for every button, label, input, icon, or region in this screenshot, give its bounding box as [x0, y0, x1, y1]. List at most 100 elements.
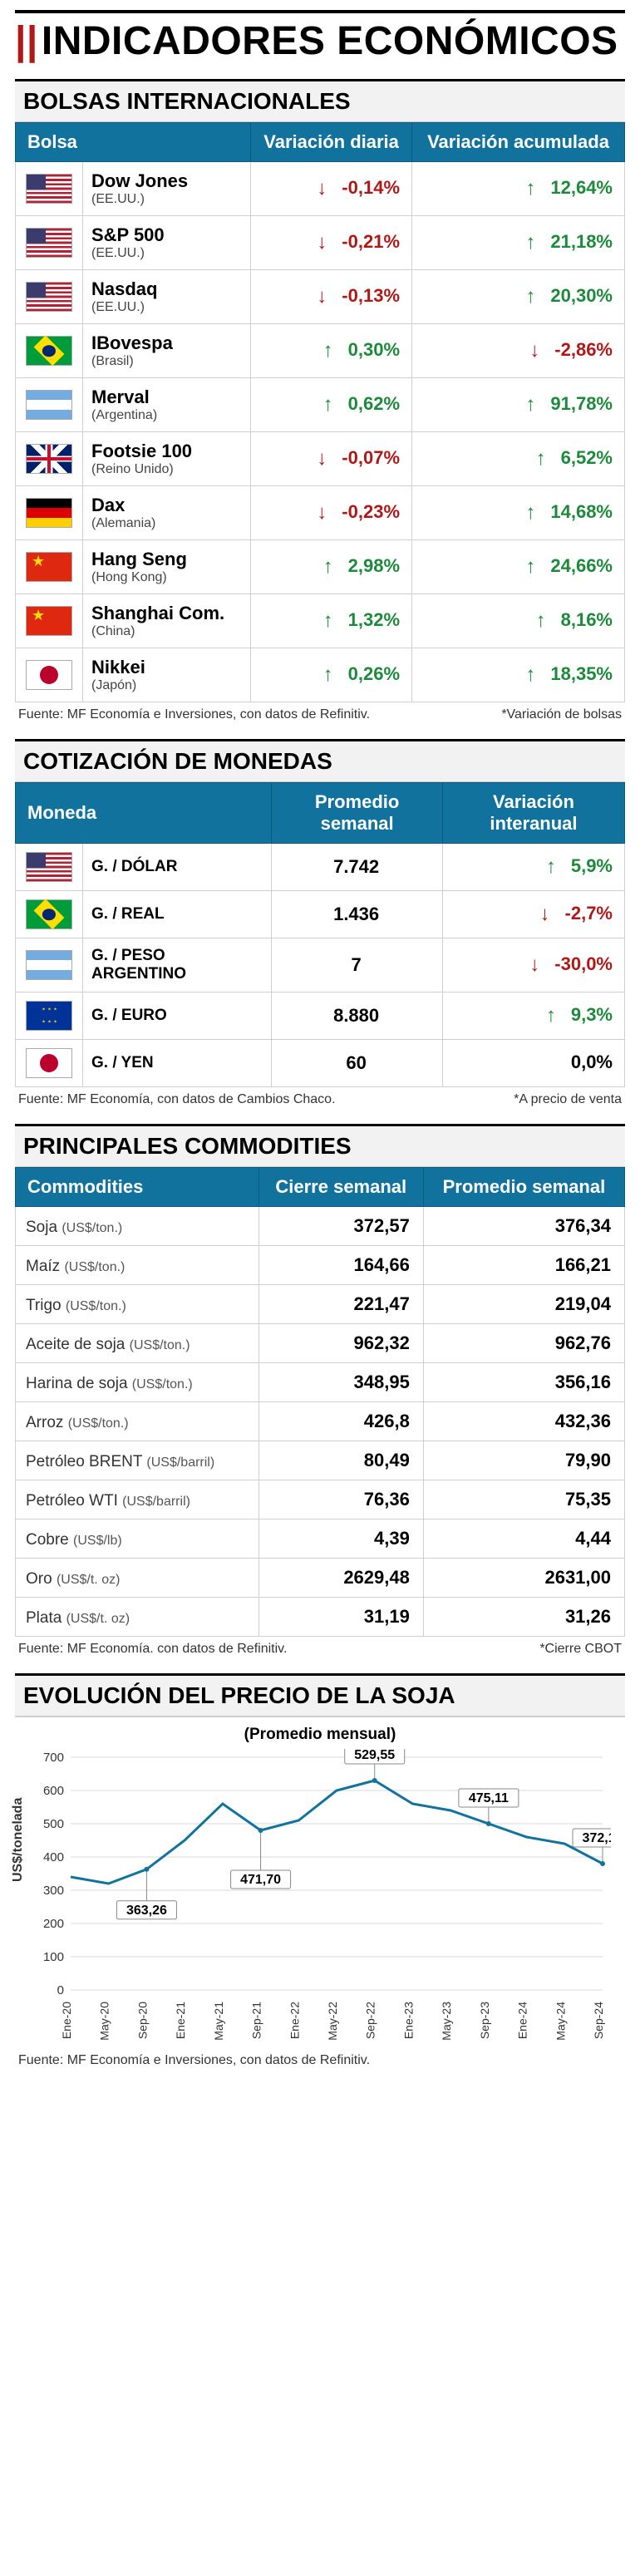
table-row: Petróleo BRENT (US$/barril)80,4979,90	[16, 1441, 625, 1480]
flag-icon	[26, 282, 72, 312]
commodity-name: Aceite de soja (US$/ton.)	[16, 1324, 259, 1363]
commodities-source: Fuente: MF Economía. con datos de Refini…	[18, 1642, 287, 1657]
flag-icon	[26, 1001, 72, 1031]
bolsas-col-bolsa: Bolsa	[16, 123, 251, 162]
comm-col-2: Promedio semanal	[423, 1168, 624, 1207]
commodity-close: 962,32	[258, 1324, 423, 1363]
commodity-name: Harina de soja (US$/ton.)	[16, 1363, 259, 1402]
svg-text:Sep-21: Sep-21	[250, 2002, 263, 2039]
index-name: Merval	[91, 387, 240, 408]
commodity-name: Oro (US$/t. oz)	[16, 1559, 259, 1598]
index-name: Dow Jones	[91, 170, 240, 192]
commodity-close: 372,57	[258, 1207, 423, 1246]
table-row: Trigo (US$/ton.)221,47219,04	[16, 1285, 625, 1324]
daily-value: ↓-0,23%	[251, 486, 412, 540]
flag-cell	[16, 594, 83, 648]
index-name: Dax	[91, 495, 240, 516]
index-sub: (Japón)	[91, 678, 240, 693]
currency-avg: 1.436	[272, 891, 443, 938]
currency-name: G. / PESO ARGENTINO	[83, 938, 272, 992]
index-name: Nasdaq	[91, 278, 240, 300]
bolsas-table: Bolsa Variación diaria Variación acumula…	[15, 122, 625, 702]
flag-icon	[26, 852, 72, 882]
index-sub: (EE.UU.)	[91, 300, 240, 315]
currency-name: G. / REAL	[83, 891, 272, 938]
commodity-close: 31,19	[258, 1598, 423, 1637]
svg-text:Ene-24: Ene-24	[516, 2002, 529, 2039]
acc-value: ↑18,35%	[412, 648, 625, 702]
index-name: Footsie 100	[91, 441, 240, 462]
index-sub: (EE.UU.)	[91, 192, 240, 207]
commodities-table: Commodities Cierre semanal Promedio sema…	[15, 1167, 625, 1637]
svg-text:Sep-23: Sep-23	[478, 2002, 491, 2039]
acc-value: ↑8,16%	[412, 594, 625, 648]
flag-icon	[26, 606, 72, 636]
table-row: G. / PESO ARGENTINO7↓-30,0%	[16, 938, 625, 992]
chart-ylabel: US$/tonelada	[11, 1798, 26, 1882]
acc-value: ↑12,64%	[412, 162, 625, 216]
commodity-name: Soja (US$/ton.)	[16, 1207, 259, 1246]
commodity-close: 76,36	[258, 1480, 423, 1519]
table-row: G. / DÓLAR7.742↑5,9%	[16, 844, 625, 891]
table-row: G. / EURO8.880↑9,3%	[16, 992, 625, 1040]
flag-cell	[16, 844, 83, 891]
commodity-close: 221,47	[258, 1285, 423, 1324]
svg-text:Ene-21: Ene-21	[174, 2002, 187, 2039]
currency-avg: 7	[272, 938, 443, 992]
index-name: IBovespa	[91, 332, 240, 354]
index-name: Nikkei	[91, 657, 240, 678]
table-row: Nasdaq(EE.UU.)↓-0,13%↑20,30%	[16, 270, 625, 324]
index-name: Shanghai Com.	[91, 603, 240, 624]
table-row: G. / REAL1.436↓-2,7%	[16, 891, 625, 938]
currency-avg: 8.880	[272, 992, 443, 1040]
svg-text:Ene-23: Ene-23	[401, 2002, 415, 2039]
commodity-avg: 166,21	[423, 1246, 624, 1285]
svg-text:400: 400	[43, 1850, 64, 1864]
daily-value: ↓-0,14%	[251, 162, 412, 216]
comm-col-1: Cierre semanal	[258, 1168, 423, 1207]
currency-var: 0,0%	[442, 1040, 624, 1087]
commodity-close: 164,66	[258, 1246, 423, 1285]
svg-text:200: 200	[43, 1917, 64, 1931]
soy-price-chart: US$/tonelada 0100200300400500600700Ene-2…	[29, 1749, 611, 2048]
chart-header: EVOLUCIÓN DEL PRECIO DE LA SOJA	[15, 1673, 625, 1717]
index-cell: S&P 500(EE.UU.)	[83, 216, 251, 270]
daily-value: ↑0,26%	[251, 648, 412, 702]
flag-cell	[16, 648, 83, 702]
monedas-header: COTIZACIÓN DE MONEDAS	[15, 739, 625, 782]
commodity-close: 2629,48	[258, 1559, 423, 1598]
svg-text:May-23: May-23	[440, 2002, 453, 2041]
commodity-close: 80,49	[258, 1441, 423, 1480]
table-row: Arroz (US$/ton.)426,8432,36	[16, 1402, 625, 1441]
index-sub: (Brasil)	[91, 354, 240, 369]
table-row: Hang Seng(Hong Kong)↑2,98%↑24,66%	[16, 540, 625, 594]
svg-text:0: 0	[57, 1983, 64, 1997]
table-row: Shanghai Com.(China)↑1,32%↑8,16%	[16, 594, 625, 648]
index-name: S&P 500	[91, 224, 240, 246]
title-text: INDICADORES ECONÓMICOS	[42, 19, 618, 63]
index-cell: Dow Jones(EE.UU.)	[83, 162, 251, 216]
commodity-name: Maíz (US$/ton.)	[16, 1246, 259, 1285]
table-row: Cobre (US$/lb)4,394,44	[16, 1519, 625, 1559]
svg-text:Ene-22: Ene-22	[288, 2002, 301, 2039]
svg-text:600: 600	[43, 1784, 64, 1798]
monedas-col-1: Promedio semanal	[272, 783, 443, 844]
index-sub: (EE.UU.)	[91, 246, 240, 261]
flag-cell	[16, 938, 83, 992]
flag-cell	[16, 162, 83, 216]
svg-text:300: 300	[43, 1884, 64, 1898]
daily-value: ↑1,32%	[251, 594, 412, 648]
table-row: Nikkei(Japón) ↑0,26%↑18,35%	[16, 648, 625, 702]
commodity-avg: 432,36	[423, 1402, 624, 1441]
commodity-name: Arroz (US$/ton.)	[16, 1402, 259, 1441]
index-cell: Shanghai Com.(China)	[83, 594, 251, 648]
bolsas-note: *Variación de bolsas	[501, 707, 622, 722]
svg-text:700: 700	[43, 1751, 64, 1765]
acc-value: ↑14,68%	[412, 486, 625, 540]
index-cell: Hang Seng(Hong Kong)	[83, 540, 251, 594]
flag-cell	[16, 891, 83, 938]
index-cell: Footsie 100(Reino Unido)	[83, 432, 251, 486]
flag-icon	[26, 660, 72, 690]
index-cell: IBovespa(Brasil)	[83, 324, 251, 378]
commodity-close: 348,95	[258, 1363, 423, 1402]
